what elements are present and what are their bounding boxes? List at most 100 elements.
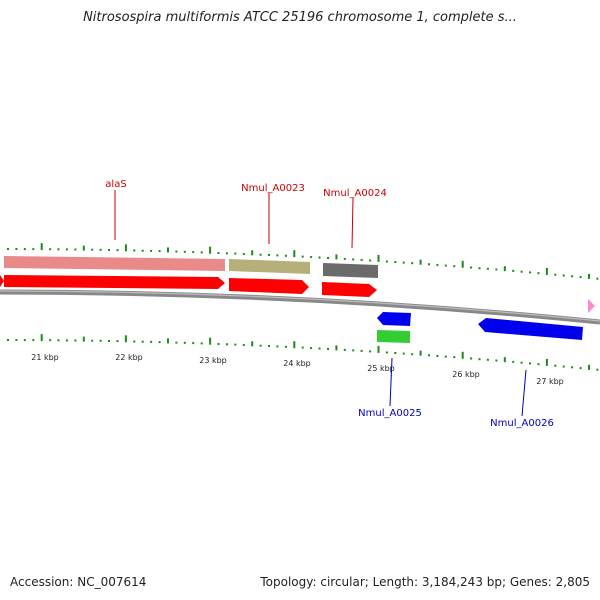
tick-mark bbox=[133, 340, 136, 343]
accession-text: Accession: NC_007614 bbox=[10, 575, 147, 589]
gene-label-nmul-a0025[interactable]: Nmul_A0025 bbox=[358, 408, 422, 419]
tick-mark bbox=[428, 263, 430, 266]
tick-mark bbox=[377, 254, 380, 262]
tick-mark bbox=[49, 248, 52, 251]
tick-mark bbox=[175, 341, 178, 344]
tick-mark bbox=[402, 261, 405, 264]
tick-mark bbox=[15, 339, 18, 341]
tick-mark bbox=[49, 339, 52, 342]
tick-mark bbox=[377, 345, 380, 353]
tick-mark bbox=[385, 351, 388, 354]
tick-mark bbox=[200, 251, 203, 254]
tick-mark bbox=[545, 267, 548, 275]
cds-arrow-nmul-a0023[interactable] bbox=[229, 278, 309, 294]
tick-mark bbox=[360, 258, 363, 261]
tick-mark bbox=[360, 349, 363, 352]
tick-mark bbox=[520, 270, 523, 273]
tick-mark bbox=[495, 359, 498, 362]
tick-mark bbox=[343, 257, 346, 260]
tick-mark bbox=[192, 342, 195, 345]
cds-arrow-nmul-a0026[interactable] bbox=[478, 318, 583, 340]
tick-mark bbox=[209, 246, 212, 254]
tick-mark bbox=[301, 255, 304, 258]
tick-mark bbox=[108, 340, 110, 342]
tick-mark bbox=[419, 259, 422, 265]
tick-mark bbox=[141, 249, 144, 252]
tick-mark bbox=[343, 348, 346, 351]
tick-mark bbox=[470, 357, 473, 360]
tick-mark bbox=[251, 250, 254, 256]
tick-mark bbox=[150, 340, 153, 343]
page-title: Nitrosospira multiformis ATCC 25196 chro… bbox=[83, 10, 517, 25]
tick-mark bbox=[402, 352, 405, 355]
gene-bar-nmul-a0023[interactable] bbox=[229, 259, 310, 274]
tick-mark bbox=[327, 348, 329, 350]
tick-mark bbox=[310, 256, 313, 259]
tick-mark bbox=[242, 344, 245, 346]
tick-mark bbox=[444, 264, 447, 267]
tick-mark bbox=[32, 248, 35, 251]
tick-mark bbox=[116, 249, 119, 252]
scale-label: 26 kbp bbox=[452, 370, 480, 379]
gene-label-nmul-a0023[interactable]: Nmul_A0023 bbox=[241, 183, 305, 194]
tick-mark bbox=[579, 367, 582, 370]
tick-mark bbox=[419, 350, 422, 356]
tick-mark bbox=[82, 336, 85, 342]
tick-mark bbox=[251, 341, 254, 347]
tick-mark bbox=[183, 341, 186, 344]
scale-label: 21 kbp bbox=[31, 353, 59, 362]
tick-mark bbox=[394, 352, 397, 354]
tick-mark bbox=[284, 254, 287, 257]
tick-mark bbox=[436, 263, 439, 266]
next-feature-marker[interactable] bbox=[588, 299, 595, 313]
chromosome-backbone-highlight bbox=[0, 290, 600, 322]
tick-mark bbox=[385, 260, 388, 263]
scale-label: 23 kbp bbox=[199, 356, 227, 365]
gene-bar-nmul-a0024[interactable] bbox=[323, 263, 378, 278]
tick-mark bbox=[268, 345, 270, 347]
gene-bar-nmul-a0025[interactable] bbox=[377, 330, 410, 343]
tick-mark bbox=[335, 254, 338, 260]
tick-mark bbox=[588, 273, 590, 279]
cds-arrow-nmul-a0024[interactable] bbox=[322, 282, 377, 297]
tick-mark bbox=[108, 249, 110, 251]
label-line-nmul-a0025 bbox=[389, 357, 393, 407]
gene-bar-alas[interactable] bbox=[4, 256, 225, 271]
gene-label-nmul-a0026[interactable]: Nmul_A0026 bbox=[490, 418, 554, 429]
tick-mark bbox=[335, 345, 338, 351]
tick-mark bbox=[478, 358, 481, 361]
tick-mark bbox=[352, 349, 355, 352]
tick-mark bbox=[503, 266, 506, 272]
tick-mark bbox=[470, 266, 473, 269]
tick-mark bbox=[512, 360, 515, 363]
tick-mark bbox=[545, 358, 548, 366]
tick-mark bbox=[537, 363, 540, 366]
tick-mark bbox=[225, 252, 228, 255]
tick-mark bbox=[124, 335, 127, 343]
cds-arrow-alas[interactable] bbox=[4, 275, 225, 289]
tick-mark bbox=[217, 252, 220, 254]
tick-mark bbox=[74, 248, 77, 251]
tick-mark bbox=[65, 248, 68, 251]
tick-mark bbox=[225, 343, 228, 346]
tick-mark bbox=[200, 342, 203, 345]
tick-mark bbox=[183, 250, 186, 253]
cds-arrow-left-edge[interactable] bbox=[0, 275, 4, 287]
gene-label-nmul-a0024[interactable]: Nmul_A0024 bbox=[323, 188, 387, 199]
cds-arrow-nmul-a0025[interactable] bbox=[377, 312, 411, 326]
tick-mark bbox=[150, 249, 153, 252]
tick-mark bbox=[7, 339, 9, 341]
scale-label: 27 kbp bbox=[536, 377, 564, 386]
gene-label-alas[interactable]: alaS bbox=[105, 179, 126, 190]
tick-mark bbox=[141, 340, 144, 343]
tick-mark bbox=[23, 339, 26, 342]
tick-mark bbox=[512, 269, 515, 272]
tick-mark bbox=[23, 248, 26, 251]
tick-mark bbox=[571, 275, 574, 278]
label-line-nmul-a0026 bbox=[521, 369, 527, 417]
tick-mark bbox=[167, 338, 169, 344]
tick-mark bbox=[209, 337, 212, 345]
tick-mark bbox=[562, 274, 565, 277]
